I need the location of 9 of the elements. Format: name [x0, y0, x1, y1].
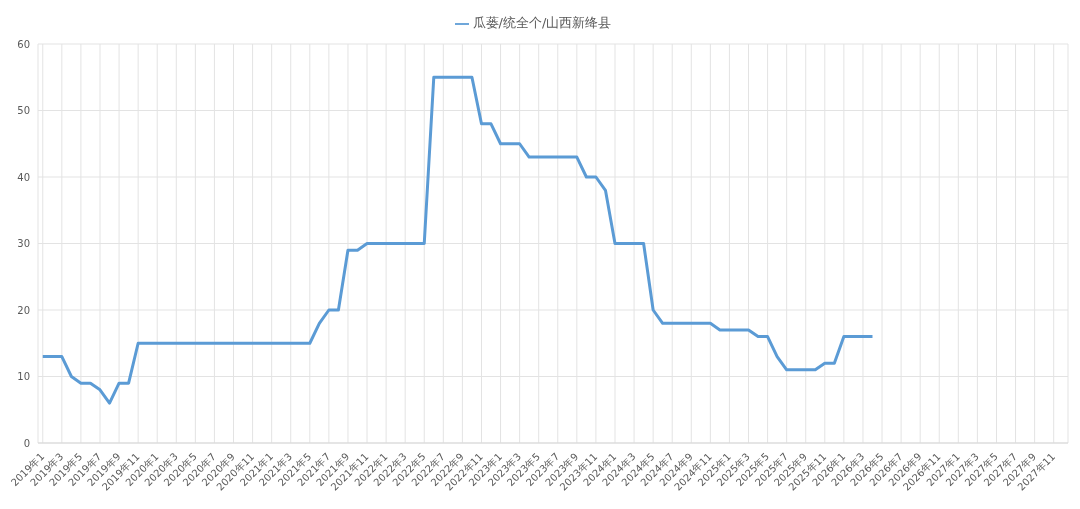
y-tick-label: 50 — [17, 105, 30, 117]
line-series — [41, 75, 874, 405]
y-tick-label: 60 — [17, 38, 30, 50]
legend-label: 瓜蒌/统全个/山西新绛县 — [472, 15, 612, 30]
y-tick-label: 20 — [17, 304, 30, 316]
y-tick-label: 10 — [17, 371, 30, 383]
y-tick-label: 0 — [23, 437, 30, 449]
y-tick-label: 40 — [17, 171, 30, 183]
y-tick-label: 30 — [17, 238, 30, 250]
